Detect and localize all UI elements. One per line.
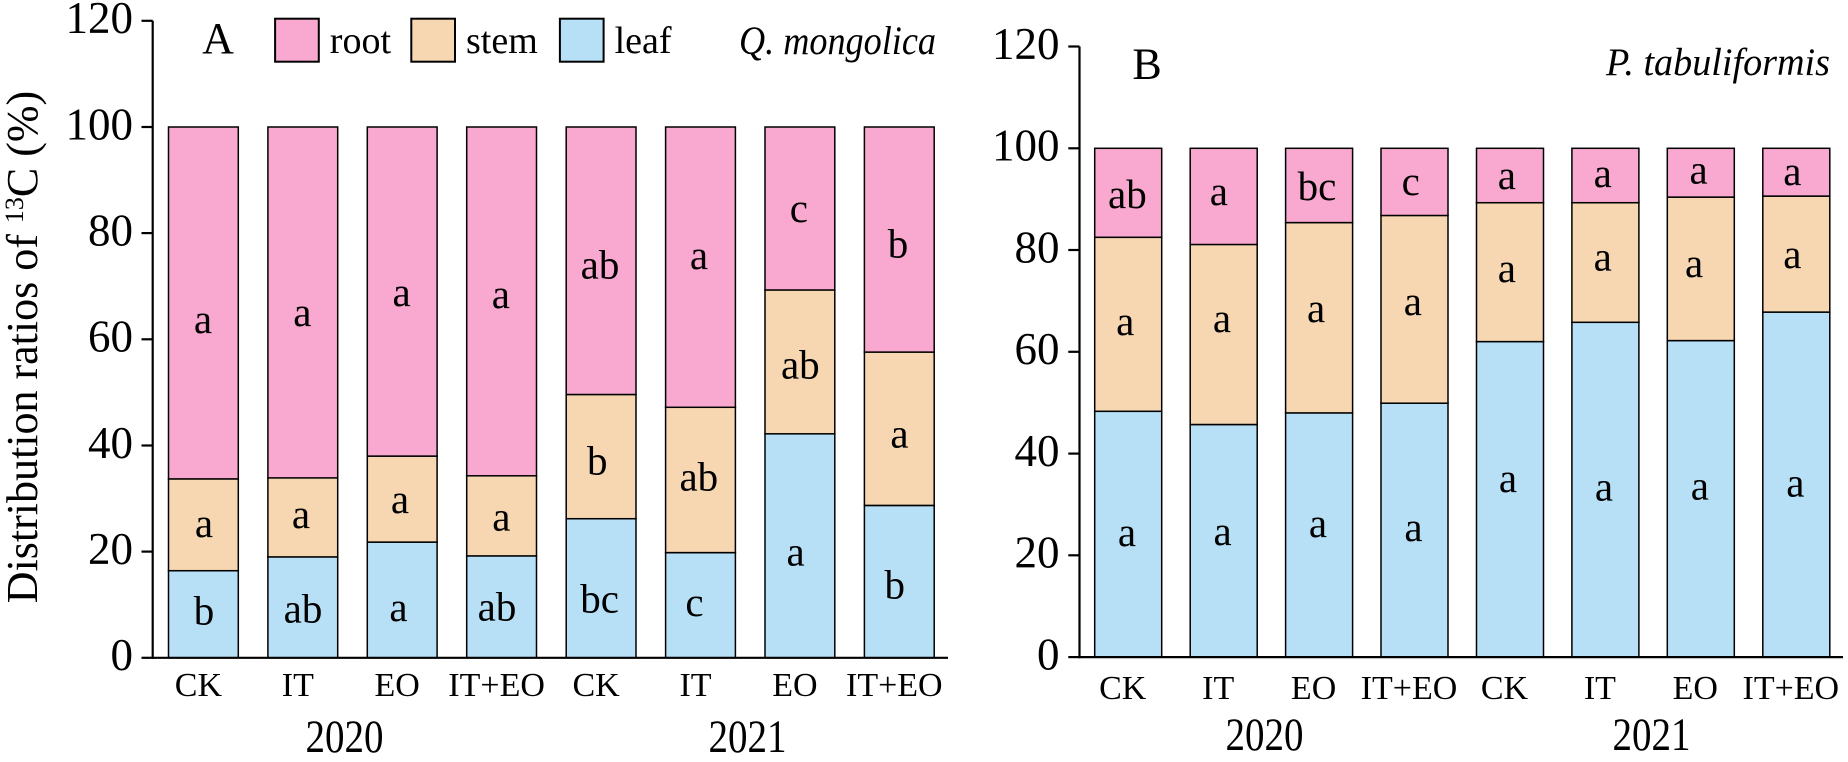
svg-text:IT+EO: IT+EO	[448, 667, 545, 704]
svg-text:a: a	[1691, 463, 1709, 509]
svg-text:2021: 2021	[709, 711, 787, 762]
svg-text:a: a	[1309, 500, 1327, 546]
svg-text:IT+EO: IT+EO	[1743, 670, 1840, 707]
svg-text:a: a	[1498, 245, 1516, 291]
svg-text:80: 80	[1015, 222, 1060, 272]
svg-text:0: 0	[1037, 629, 1060, 679]
svg-text:a: a	[293, 289, 311, 335]
svg-text:ab: ab	[284, 586, 323, 632]
svg-text:a: a	[1404, 504, 1422, 550]
svg-text:20: 20	[88, 524, 133, 574]
svg-text:a: a	[1783, 148, 1801, 194]
svg-text:2020: 2020	[306, 711, 384, 762]
svg-text:a: a	[1116, 298, 1134, 344]
svg-text:leaf: leaf	[615, 20, 672, 62]
svg-text:a: a	[1594, 234, 1612, 280]
svg-text:a: a	[392, 269, 410, 315]
svg-text:a: a	[1498, 152, 1516, 198]
svg-text:a: a	[1594, 150, 1612, 196]
svg-text:100: 100	[66, 99, 134, 149]
svg-text:a: a	[195, 500, 213, 546]
svg-text:EO: EO	[375, 667, 420, 704]
svg-text:0: 0	[111, 630, 134, 680]
svg-text:Distribution ratios of 13C (%): Distribution ratios of 13C (%)	[0, 91, 47, 603]
svg-text:a: a	[391, 476, 409, 522]
svg-text:B: B	[1132, 40, 1161, 89]
svg-text:b: b	[194, 588, 215, 634]
svg-text:40: 40	[88, 418, 133, 468]
svg-text:a: a	[1595, 464, 1613, 510]
svg-text:IT: IT	[1584, 670, 1616, 707]
svg-text:c: c	[1402, 158, 1420, 204]
svg-text:a: a	[1307, 285, 1325, 331]
svg-text:b: b	[885, 562, 906, 608]
svg-text:a: a	[1213, 508, 1231, 554]
svg-text:a: a	[389, 584, 407, 630]
svg-text:IT: IT	[1202, 670, 1234, 707]
svg-text:bc: bc	[1298, 163, 1337, 209]
svg-text:b: b	[587, 438, 608, 484]
svg-text:a: a	[492, 271, 510, 317]
svg-text:ab: ab	[781, 342, 820, 388]
svg-text:a: a	[492, 494, 510, 540]
svg-text:bc: bc	[580, 576, 619, 622]
svg-text:IT+EO: IT+EO	[846, 667, 943, 704]
svg-text:a: a	[1786, 460, 1804, 506]
svg-text:60: 60	[88, 312, 133, 362]
svg-text:CK: CK	[1099, 670, 1147, 707]
svg-text:CK: CK	[175, 667, 223, 704]
svg-text:120: 120	[66, 0, 134, 43]
svg-text:2021: 2021	[1613, 709, 1691, 761]
svg-text:CK: CK	[572, 667, 620, 704]
svg-text:a: a	[786, 529, 804, 575]
svg-text:a: a	[1685, 240, 1703, 286]
svg-text:ab: ab	[478, 584, 517, 630]
svg-text:a: a	[890, 411, 908, 457]
svg-text:EO: EO	[1673, 670, 1718, 707]
svg-text:a: a	[1210, 168, 1228, 214]
svg-text:a: a	[1689, 147, 1707, 193]
svg-text:IT: IT	[679, 667, 711, 704]
svg-text:b: b	[888, 221, 909, 267]
svg-text:c: c	[790, 185, 808, 231]
svg-text:IT+EO: IT+EO	[1361, 670, 1458, 707]
svg-text:2020: 2020	[1226, 709, 1304, 761]
svg-text:P. tabuliformis: P. tabuliformis	[1605, 41, 1830, 84]
svg-text:20: 20	[1015, 528, 1060, 578]
svg-text:EO: EO	[772, 667, 817, 704]
svg-text:a: a	[1213, 295, 1231, 341]
svg-text:A: A	[202, 14, 234, 63]
svg-text:a: a	[1783, 231, 1801, 277]
svg-text:60: 60	[1015, 324, 1060, 374]
svg-text:Q. mongolica: Q. mongolica	[739, 18, 936, 63]
svg-text:CK: CK	[1481, 670, 1529, 707]
svg-text:a: a	[1404, 278, 1422, 324]
svg-text:a: a	[1499, 455, 1517, 501]
svg-text:120: 120	[992, 19, 1060, 69]
svg-text:root: root	[330, 20, 392, 62]
svg-text:40: 40	[1015, 426, 1060, 476]
svg-text:ab: ab	[581, 242, 620, 288]
svg-text:a: a	[690, 232, 708, 278]
svg-text:stem: stem	[466, 20, 538, 62]
svg-text:ab: ab	[1108, 171, 1147, 217]
svg-text:80: 80	[88, 205, 133, 255]
svg-text:EO: EO	[1291, 670, 1336, 707]
svg-text:a: a	[1118, 509, 1136, 555]
svg-text:100: 100	[992, 121, 1060, 171]
svg-text:c: c	[685, 579, 703, 625]
svg-text:a: a	[194, 296, 212, 342]
svg-text:IT: IT	[282, 667, 314, 704]
svg-text:ab: ab	[679, 454, 718, 500]
svg-text:a: a	[292, 491, 310, 537]
